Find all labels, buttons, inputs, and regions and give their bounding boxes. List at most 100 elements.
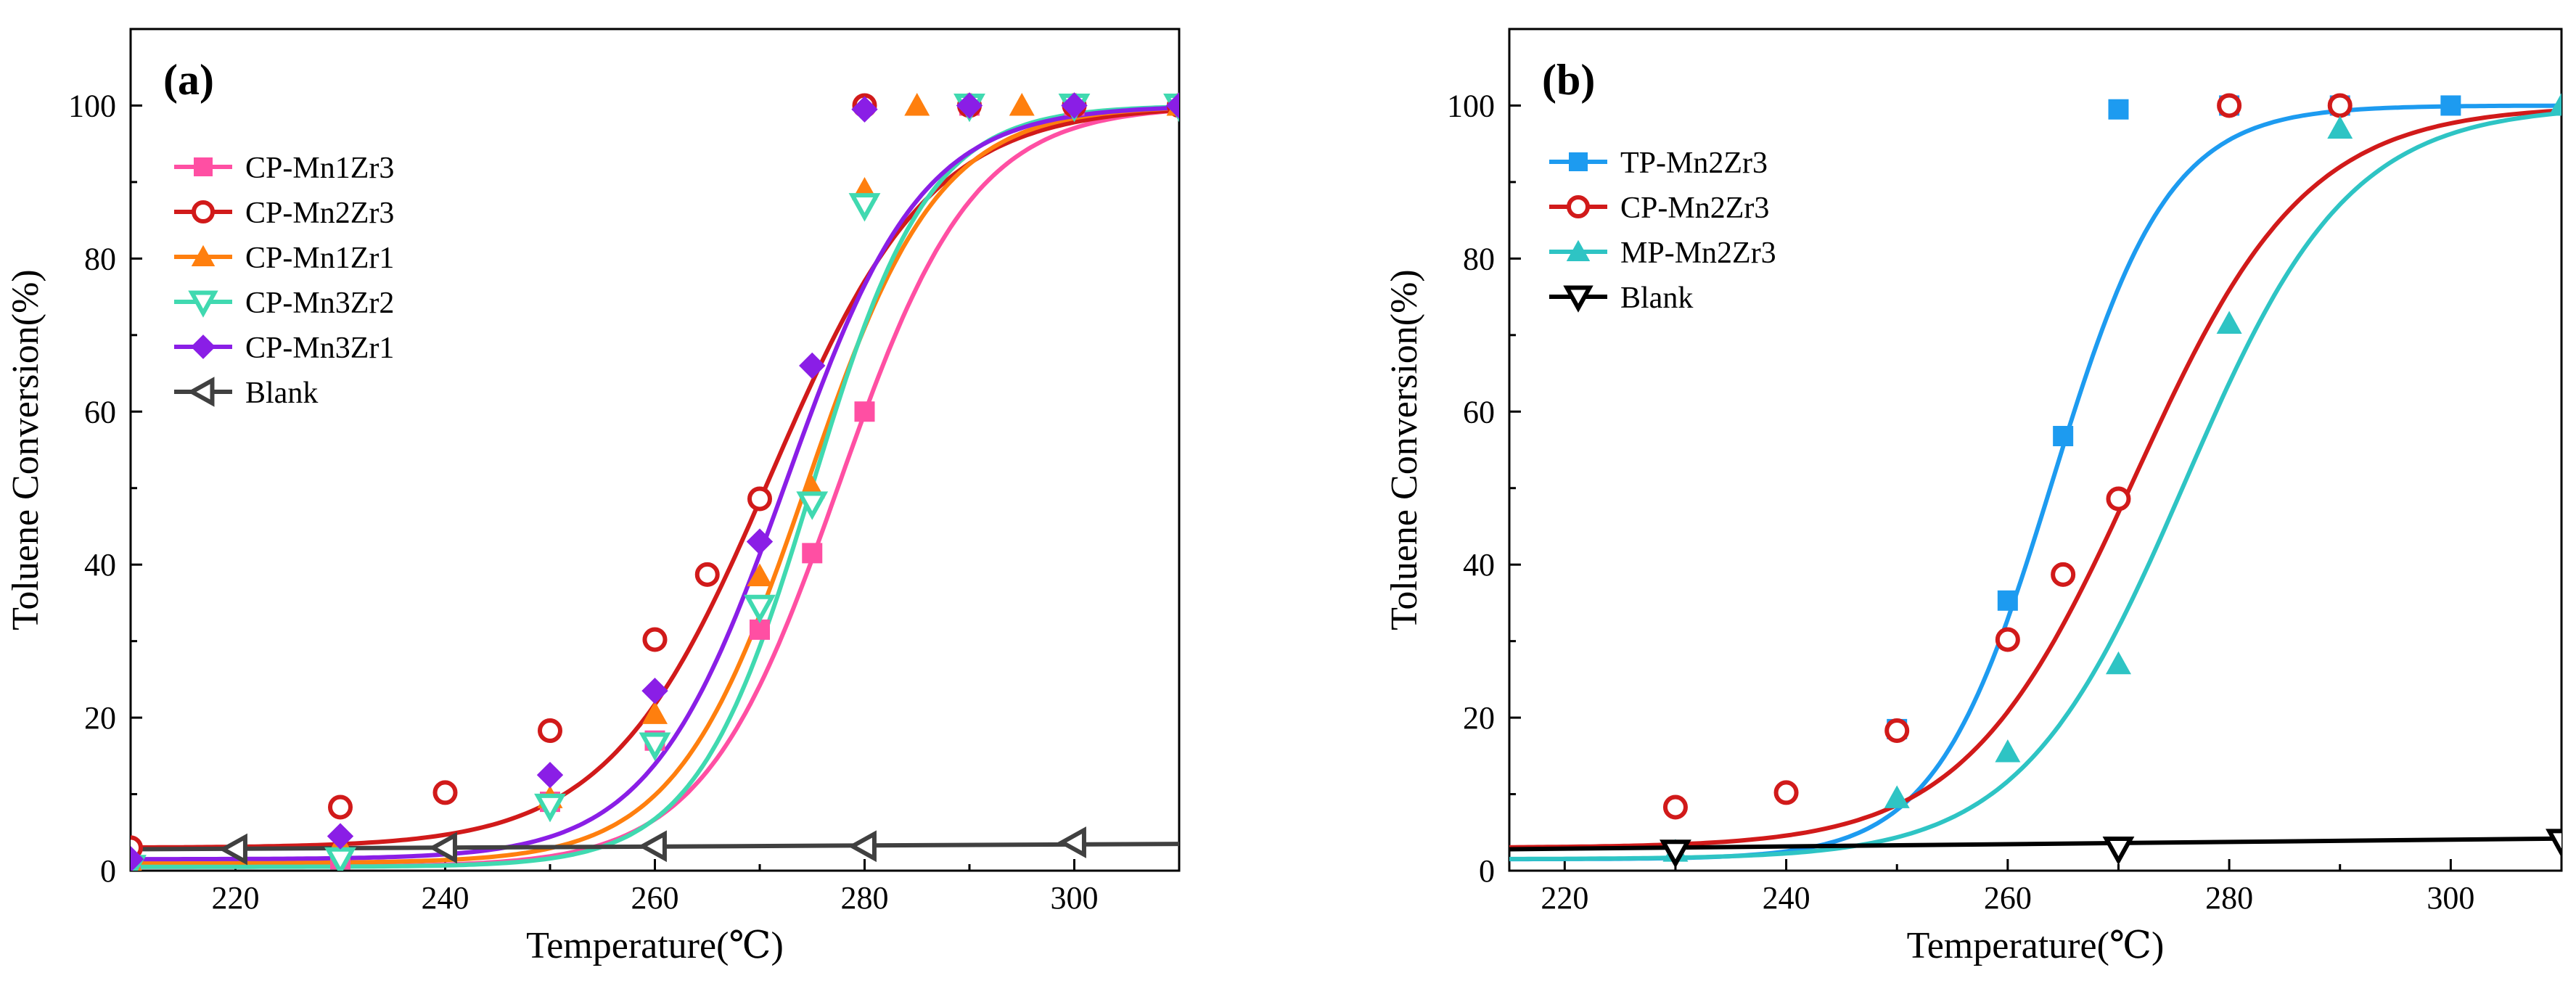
data-point-cp-mn1zr1 — [642, 701, 668, 724]
data-point-mp-mn2zr3 — [2105, 651, 2131, 675]
x-tick-label: 220 — [1541, 880, 1588, 916]
legend-marker — [194, 157, 213, 176]
legend-marker — [1566, 239, 1591, 261]
data-point-cp-mn2zr3 — [538, 718, 562, 744]
data-point-mp-mn2zr3 — [1884, 785, 1910, 808]
y-tick-label: 80 — [1463, 241, 1495, 276]
legend-marker — [192, 200, 215, 223]
plot-area-a — [131, 92, 1179, 871]
x-tick-label: 260 — [631, 880, 679, 916]
legend-label: CP-Mn2Zr3 — [1620, 192, 1769, 225]
data-point-mp-mn2zr3 — [2548, 92, 2561, 116]
legend-item-cp-mn2zr3: CP-Mn2Zr3 — [1549, 192, 1769, 225]
legend-item-cp-mn3zr2: CP-Mn3Zr2 — [174, 287, 394, 320]
y-axis-title: Toluene Conversion(%) — [5, 269, 46, 630]
legend: CP-Mn1Zr3 CP-Mn2Zr3 CP-Mn1Zr1 CP-Mn3Zr2 CP-M… — [174, 152, 394, 410]
fit-line-cp-mn3zr1 — [131, 105, 1179, 862]
data-point-cp-mn3zr1 — [799, 352, 826, 379]
data-point-cp-mn1zr1 — [1009, 92, 1035, 116]
x-tick-label: 280 — [2205, 880, 2253, 916]
data-point-cp-mn3zr1 — [1061, 92, 1088, 119]
data-point-mp-mn2zr3 — [1995, 739, 2021, 763]
data-point-cp-mn3zr1 — [1165, 92, 1179, 119]
data-point-cp-mn3zr2 — [639, 732, 671, 761]
y-tick-label: 20 — [1463, 700, 1495, 736]
panel-label: (b) — [1542, 56, 1595, 104]
y-tick-label: 100 — [68, 88, 116, 123]
data-point-blank — [428, 831, 457, 864]
y-tick-label: 60 — [84, 394, 116, 430]
x-tick-label: 280 — [841, 880, 889, 916]
data-point-cp-mn2zr3 — [432, 780, 458, 805]
y-tick-label: 20 — [84, 700, 116, 736]
x-tick-label: 240 — [422, 880, 469, 916]
legend-marker — [191, 245, 216, 266]
data-point-cp-mn2zr3 — [2217, 93, 2242, 118]
data-point-tp-mn2zr3 — [1997, 590, 2018, 611]
legend-label: Blank — [245, 377, 318, 410]
legend-marker — [188, 290, 218, 318]
data-point-cp-mn2zr3 — [642, 627, 668, 652]
x-tick-label: 300 — [1051, 880, 1099, 916]
markers-cp-mn3zr1 — [131, 92, 1179, 871]
y-tick-label: 60 — [1463, 394, 1495, 430]
data-point-cp-mn3zr2 — [848, 193, 881, 222]
legend-marker — [187, 377, 215, 407]
data-point-cp-mn1zr1 — [747, 563, 773, 586]
data-point-tp-mn2zr3 — [2053, 426, 2074, 447]
legend-label: CP-Mn1Zr3 — [245, 152, 394, 185]
legend-label: CP-Mn1Zr1 — [245, 242, 394, 275]
legend-label: Blank — [1620, 282, 1693, 315]
legend-marker — [1563, 285, 1593, 313]
x-tick-label: 260 — [1984, 880, 2032, 916]
data-point-cp-mn3zr2 — [534, 793, 566, 823]
data-point-blank — [848, 830, 877, 863]
y-tick-label: 100 — [1447, 88, 1495, 123]
x-axis-title: Temperature(℃) — [1907, 925, 2165, 966]
legend-label: TP-Mn2Zr3 — [1620, 147, 1768, 180]
legend-item-cp-mn3zr1: CP-Mn3Zr1 — [174, 332, 394, 365]
markers-blank — [1660, 829, 2561, 868]
y-tick-label: 80 — [84, 241, 116, 276]
data-point-blank — [2102, 836, 2135, 866]
data-point-blank — [1057, 826, 1086, 858]
markers-mp-mn2zr3 — [1662, 92, 2561, 862]
legend-label: CP-Mn3Zr2 — [245, 287, 394, 320]
series-cp-mn1zr1 — [131, 106, 1179, 866]
data-point-cp-mn2zr3 — [1662, 794, 1688, 820]
legend-item-tp-mn2zr3: TP-Mn2Zr3 — [1549, 147, 1768, 180]
data-point-cp-mn2zr3 — [1884, 718, 1910, 744]
data-point-cp-mn2zr3 — [2051, 562, 2076, 587]
legend-item-cp-mn2zr3: CP-Mn2Zr3 — [174, 197, 394, 230]
chart-panel-b: 220 240 260 280 300 0 20 40 60 80 100 Temperature(℃… — [1384, 28, 2563, 966]
data-point-cp-mn3zr1 — [536, 761, 564, 789]
data-point-cp-mn3zr1 — [641, 677, 668, 705]
data-point-blank — [638, 830, 667, 863]
y-tick-label: 0 — [1479, 853, 1495, 889]
data-point-mp-mn2zr3 — [2327, 115, 2353, 139]
series-cp-mn3zr1 — [131, 105, 1179, 862]
data-point-blank — [2546, 829, 2561, 858]
markers-cp-mn2zr3 — [1662, 93, 2353, 820]
plot-area-b — [1509, 92, 2561, 868]
data-point-cp-mn3zr1 — [131, 845, 144, 871]
fit-line-cp-mn1zr1 — [131, 106, 1179, 866]
legend-item-cp-mn1zr1: CP-Mn1Zr1 — [174, 242, 394, 275]
chart-panel-a: 220 240 260 280 300 0 20 40 60 80 100 Temperature(℃… — [5, 28, 1181, 966]
legend-item-blank: Blank — [174, 377, 318, 410]
data-point-cp-mn3zr1 — [327, 823, 354, 850]
data-point-cp-mn2zr3 — [2327, 93, 2353, 118]
markers-blank — [218, 826, 1086, 866]
y-axis-title: Toluene Conversion(%) — [1384, 269, 1425, 630]
legend-marker — [1567, 195, 1590, 218]
legend-item-mp-mn2zr3: MP-Mn2Zr3 — [1549, 237, 1776, 270]
data-point-cp-mn3zr1 — [956, 92, 983, 119]
plot-frame-b — [1508, 28, 2563, 872]
legend-marker — [1569, 152, 1588, 171]
x-axis-title: Temperature(℃) — [526, 925, 784, 966]
x-tick-label: 300 — [2427, 880, 2474, 916]
data-point-blank — [1660, 839, 1691, 868]
data-point-tp-mn2zr3 — [2108, 99, 2129, 120]
